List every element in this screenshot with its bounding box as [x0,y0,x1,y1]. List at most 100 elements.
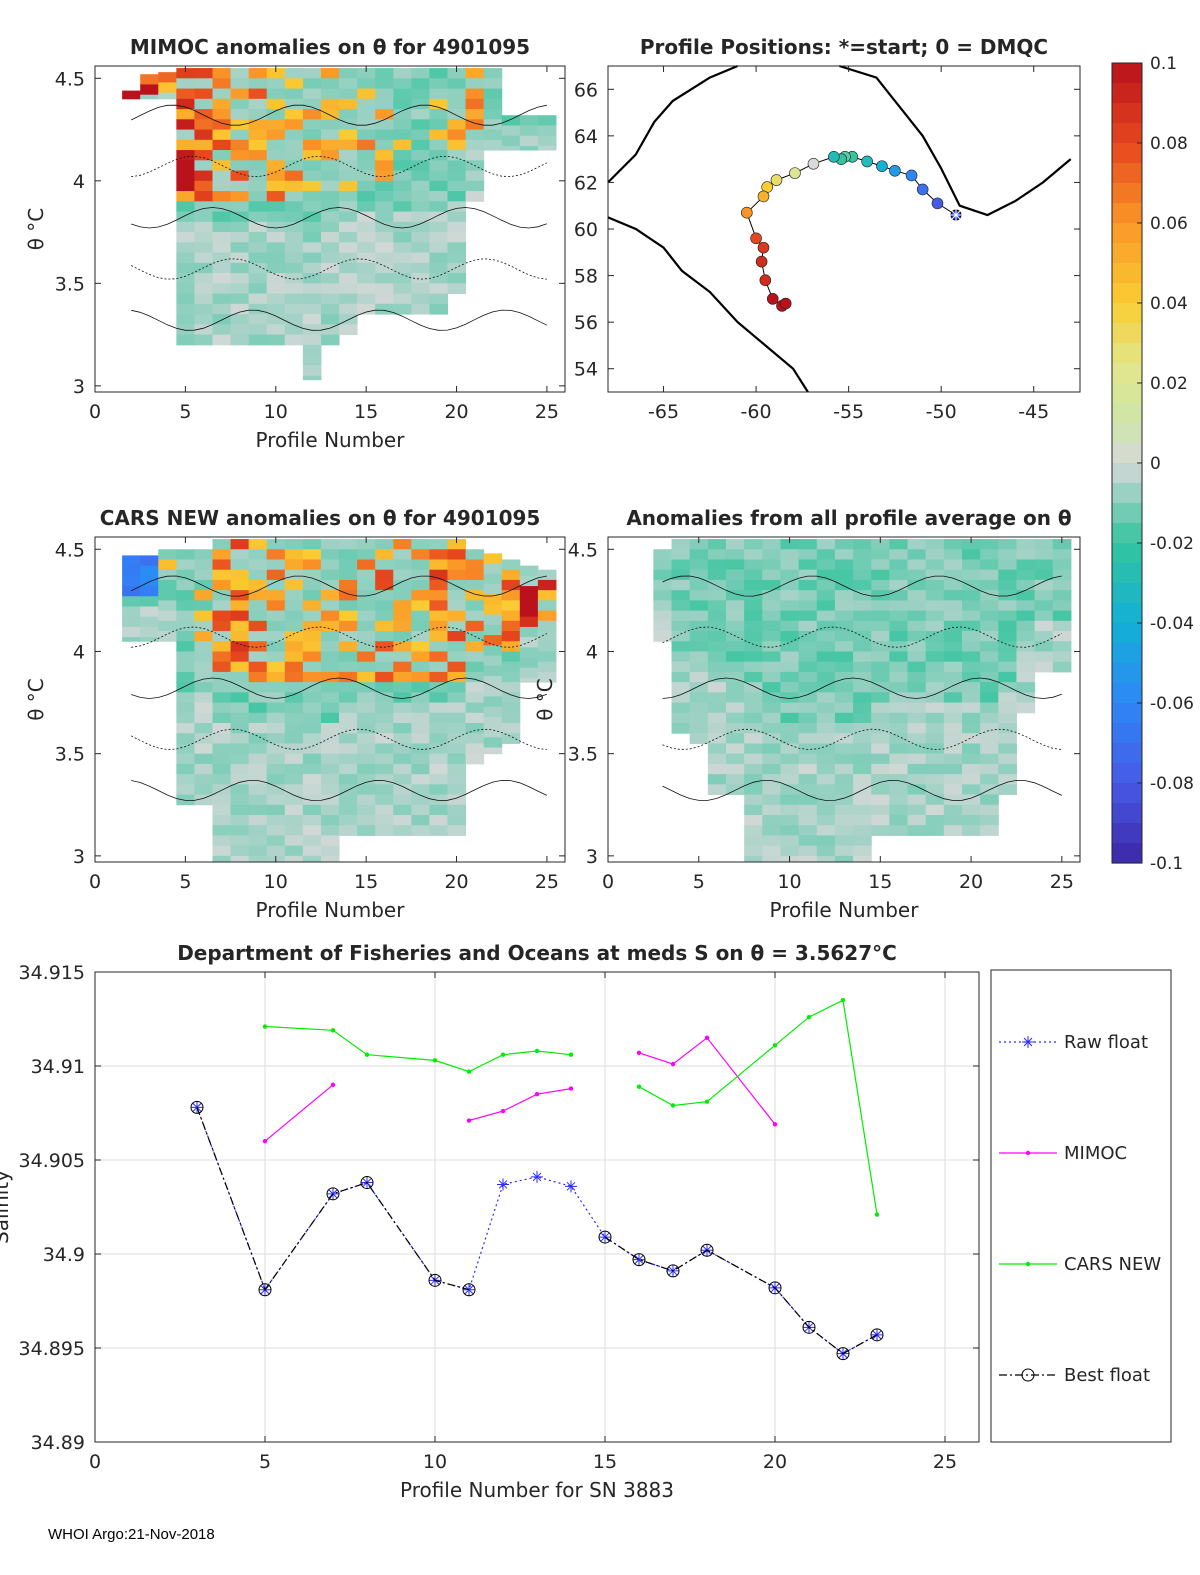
heatmap-cell [907,702,927,714]
heatmap-cell [429,610,448,622]
heatmap-cell [411,98,430,110]
heatmap-cell [780,600,800,612]
data-point [568,1052,574,1057]
profile-position-dot [876,160,888,172]
heatmap-cell [266,794,286,806]
heatmap-column [230,539,250,863]
heatmap-cell [230,743,250,755]
heatmap-cell [302,109,322,120]
heatmap-cell [816,682,836,693]
heatmap-cell [744,641,763,652]
heatmap-cell [339,600,358,612]
heatmap-cell [780,682,800,693]
heatmap-cell [447,784,467,796]
heatmap-cell [411,600,430,612]
heatmap-cell [212,68,232,79]
heatmap-cell [266,743,286,755]
heatmap-cell [943,702,963,714]
heatmap-cell [375,293,394,305]
heatmap-cell [925,549,945,560]
heatmap-cell [140,555,159,567]
heatmap-cell [176,671,195,683]
heatmap-cell [465,733,485,744]
heatmap-cell [998,549,1017,560]
heatmap-cell [671,559,691,571]
heatmap-cell [447,232,467,243]
heatmap-cell [212,293,232,305]
heatmap-cell [411,68,430,79]
heatmap-cell [266,150,286,161]
profile-position-dot [931,197,944,210]
heatmap-cell [1016,702,1036,714]
heatmap-cell [689,651,709,663]
heatmap-cell [230,262,250,274]
heatmap-cell [689,600,709,612]
heatmap-cell [762,641,781,652]
heatmap-cell [816,559,836,571]
heatmap-cell [707,743,727,755]
heatmap-cell [284,835,304,847]
heatmap-cell [176,139,195,151]
heatmap-cell [998,702,1017,714]
heatmap-cell [465,590,485,601]
heatmap-cell [429,109,448,120]
heatmap-column [320,539,340,863]
heatmap-cell [212,702,232,714]
heatmap-cell [447,723,467,734]
heatmap-cell [284,201,304,213]
heatmap-cell [375,232,394,243]
heatmap-cell [762,712,781,724]
heatmap-cell [726,641,745,652]
heatmap-cell [339,242,358,254]
heatmap-cell [266,273,286,284]
heatmap-cell [357,180,376,192]
heatmap-column [889,539,909,836]
x-tick-label: 25 [933,1451,957,1473]
heatmap-cell [907,661,927,673]
heatmap-cell [375,262,394,274]
heatmap-cell [671,671,691,683]
heatmap-cell [943,641,963,652]
heatmap-cell [302,661,322,673]
heatmap-cell [140,616,159,628]
heatmap-cell [925,702,945,714]
heatmap-cell [375,804,394,816]
series-line [638,1036,776,1125]
heatmap-cell [357,283,376,295]
heatmap-cell [447,201,467,213]
data-point [598,1230,612,1244]
x-tick-label: 20 [763,1451,787,1473]
heatmap-cell [140,565,159,577]
heatmap-cell [889,804,909,816]
heatmap-cell [375,610,394,622]
heatmap-cell [320,825,340,836]
heatmap-cell [357,641,376,652]
heatmap-column [537,569,557,683]
heatmap-column [411,68,430,315]
heatmap-cell [248,549,268,560]
heatmap-cell [943,814,963,826]
heatmap-cell [176,252,195,264]
heatmap-cell [980,549,999,560]
heatmap-cell [962,814,981,826]
heatmap-cell [393,620,412,632]
heatmap-cell [962,692,981,704]
heatmap-cell [465,661,485,673]
y-axis-label: Salinity [0,1170,13,1244]
heatmap-cell [501,600,521,612]
heatmap-cell [943,743,963,755]
x-tick-label: 0 [89,401,101,423]
heatmap-cell [653,590,673,601]
heatmap-cell [248,242,268,254]
heatmap-cell [907,804,927,816]
heatmap-cell [889,825,909,836]
heatmap-cell [393,671,412,683]
heatmap-cell [284,743,304,755]
heatmap-cell [339,620,358,632]
heatmap-cell [907,590,927,601]
data-point [700,1243,714,1257]
heatmap-cell [962,774,981,785]
heatmap-column [762,539,781,863]
heatmap-cell [762,692,781,704]
heatmap-cell [798,549,818,560]
